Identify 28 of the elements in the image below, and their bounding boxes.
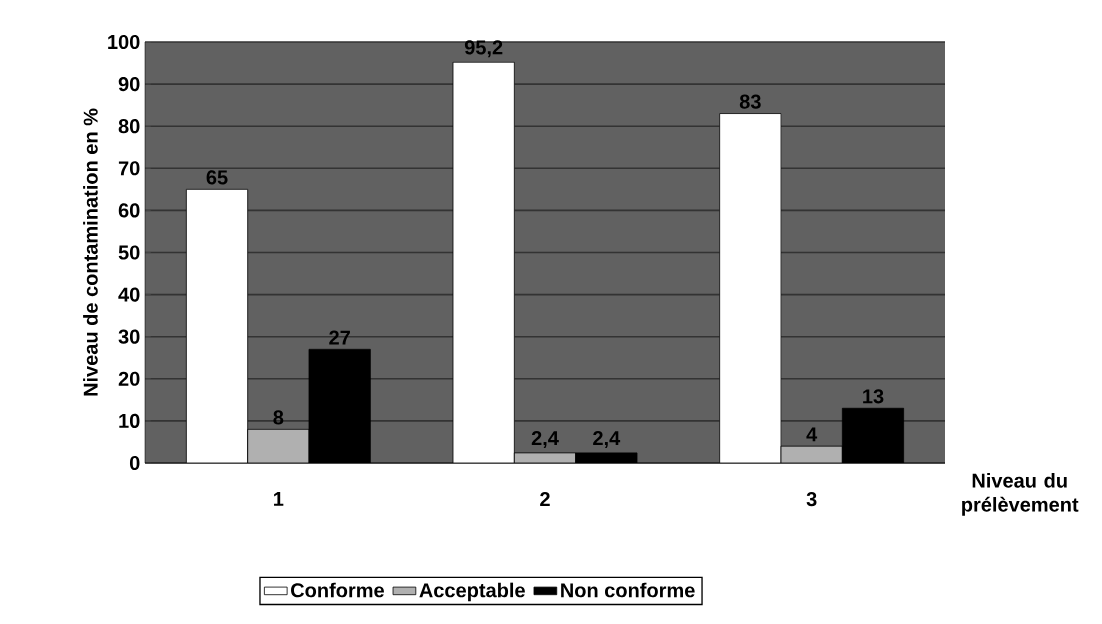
data-label: 2,4 [531,430,559,449]
data-label: 2,4 [593,430,621,449]
y-tick-label: 20 [118,371,140,386]
y-tick-label: 70 [118,161,140,176]
legend-label: Conforme [291,582,384,598]
y-axis-title: Niveau de contamination en % [83,108,98,396]
data-label: 83 [739,94,761,109]
y-tick-label: 50 [118,245,140,260]
legend-label: Acceptable [419,582,525,602]
x-tick-label: 2 [540,492,550,507]
data-label: 95,2 [464,40,503,58]
data-label: 13 [863,389,884,404]
data-label: 65 [206,170,228,185]
y-tick-label: 90 [118,77,140,92]
x-tick-label: 1 [274,492,284,506]
legend-label: Non conforme [561,582,695,598]
data-label: 27 [329,330,350,345]
y-tick-label: 100 [108,34,140,50]
y-tick-label: 0 [129,455,140,471]
y-tick-label: 40 [118,287,140,302]
x-axis-title: Niveau du prélèvement [962,473,1079,516]
y-tick-label: 60 [118,203,140,218]
y-tick-label: 30 [118,329,140,344]
y-tick-label: 10 [119,413,140,428]
y-tick-label: 80 [118,119,140,134]
data-label: 4 [806,427,818,442]
x-tick-label: 3 [806,492,817,507]
data-label: 8 [273,410,284,425]
